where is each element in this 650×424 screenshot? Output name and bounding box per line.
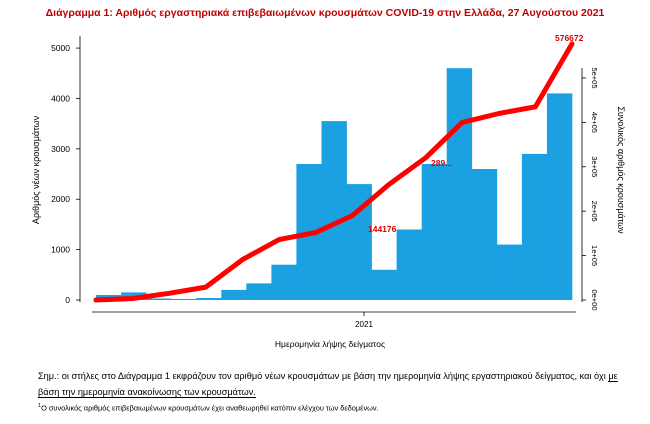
cumulative-line — [93, 41, 575, 303]
chart-labels: 0 1000 2000 3000 4000 5000 0e+00 1e+05 2e+05 3e+0… — [31, 33, 626, 349]
bar — [496, 244, 523, 300]
annotation-label: 289... — [431, 158, 452, 168]
y-tick-label: 4000 — [51, 93, 70, 103]
bar — [271, 264, 297, 300]
bar-series — [96, 68, 573, 301]
footnote-marker: 1 — [38, 403, 42, 409]
annotation-label: 576672 — [555, 33, 584, 43]
cumulative-line-series — [93, 41, 575, 303]
y2-tick-label: 4e+05 — [590, 112, 599, 133]
bar — [196, 298, 222, 300]
y2-tick-label: 2e+05 — [590, 201, 599, 222]
y2-tick-label: 3e+05 — [590, 156, 599, 177]
annotation-label: 144176 — [368, 224, 397, 234]
y-tick-label: 3000 — [51, 144, 70, 154]
y-tick-label: 1000 — [51, 245, 70, 255]
bar — [471, 169, 498, 300]
y-axis-title: Αριθμός νέων κρουσμάτων — [31, 115, 41, 224]
bar — [146, 298, 172, 300]
bar — [246, 283, 272, 300]
y2-axis-title: Συνολικός αριθμός κρουσμάτων — [616, 106, 626, 234]
bar — [521, 153, 548, 300]
bar — [371, 269, 397, 300]
footnote: 1Ο συνολικός αριθμός επιβεβαιωμένων κρου… — [38, 403, 379, 412]
bar — [546, 93, 573, 301]
bar — [421, 164, 448, 300]
bar — [396, 229, 422, 300]
y2-tick-label: 5e+05 — [590, 67, 599, 88]
x-tick-label: 2021 — [355, 320, 373, 329]
axes — [76, 36, 586, 316]
bar — [171, 299, 197, 300]
chart-note: Σημ.: οι στήλες στο Διάγραμμα 1 εκφράζου… — [38, 368, 638, 400]
y2-tick-label: 1e+05 — [590, 245, 599, 266]
bar — [221, 289, 247, 300]
footnote-text: Ο συνολικός αριθμός επιβεβαιωμένων κρουσ… — [41, 403, 379, 413]
y-tick-label: 2000 — [51, 194, 70, 204]
y-tick-label: 0 — [65, 295, 70, 305]
chart-title: Διάγραμμα 1: Αριθμός εργαστηριακά επιβεβ… — [45, 7, 605, 19]
y2-tick-label: 0e+00 — [590, 289, 599, 310]
y-tick-label: 5000 — [51, 43, 70, 53]
bar — [321, 121, 347, 300]
x-axis-title: Ημερομηνία λήψης δείγματος — [275, 339, 385, 349]
note-underlined-text: με βάση την ημερομηνία ανακοίνωσης των κ… — [38, 371, 618, 398]
note-text: Σημ.: οι στήλες στο Διάγραμμα 1 εκφράζου… — [38, 371, 609, 381]
bar — [446, 68, 473, 300]
